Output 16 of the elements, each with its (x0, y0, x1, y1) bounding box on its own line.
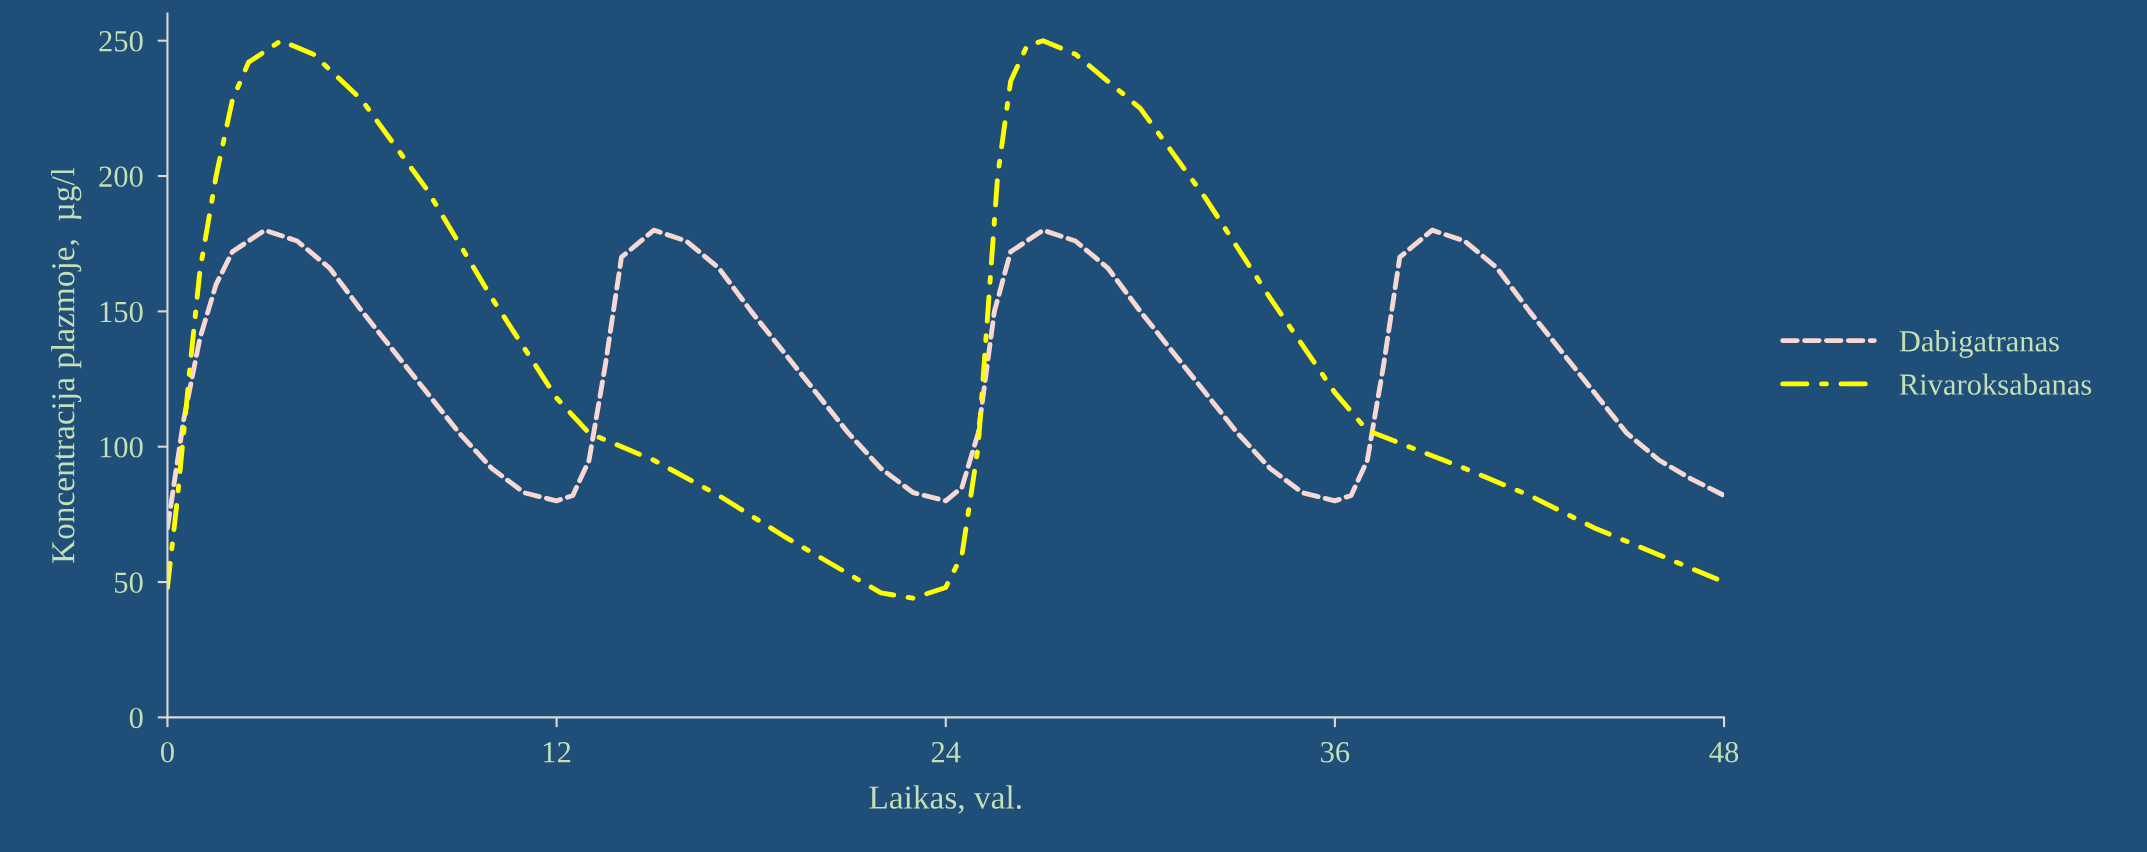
y-axis-title: Koncentracija plazmoje, µg/l (51, 167, 82, 563)
x-tick-label: 48 (1709, 741, 1739, 763)
x-tick-label: 0 (160, 741, 174, 763)
y-tick-label: 100 (100, 436, 143, 458)
legend-label: Dabigatranas (1899, 330, 2059, 358)
legend-label: Rivaroksabanas (1899, 373, 2092, 395)
x-tick-label: 36 (1321, 741, 1350, 763)
x-tick-label: 24 (931, 741, 961, 763)
y-tick-label: 200 (99, 166, 143, 187)
line-series (167, 227, 1725, 531)
y-tick-label: 50 (115, 572, 143, 593)
x-tick-label: 12 (544, 741, 571, 763)
y-tick-label: 150 (100, 301, 143, 323)
x-axis-title: Laikas, val. (869, 785, 1021, 814)
y-tick-label: 250 (99, 30, 143, 52)
y-tick-label: 0 (129, 707, 143, 729)
